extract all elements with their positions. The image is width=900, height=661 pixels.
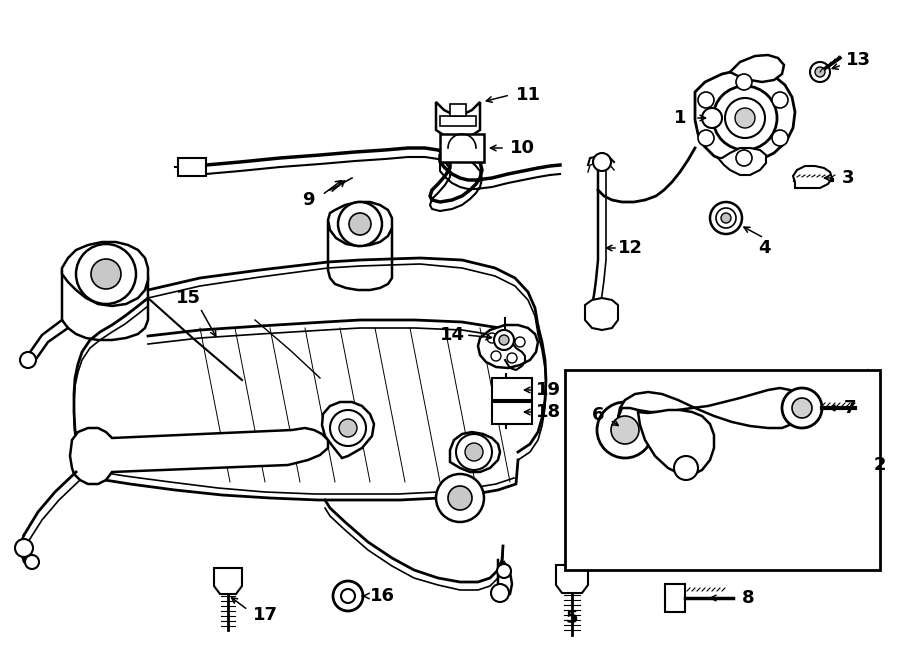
Circle shape — [487, 333, 497, 343]
Circle shape — [713, 86, 777, 150]
Circle shape — [735, 108, 755, 128]
Text: 8: 8 — [742, 589, 754, 607]
Circle shape — [698, 130, 714, 146]
Polygon shape — [62, 242, 148, 306]
Circle shape — [333, 581, 363, 611]
Polygon shape — [695, 70, 795, 163]
Circle shape — [494, 330, 514, 350]
Bar — [492, 402, 532, 424]
Text: 10: 10 — [509, 139, 535, 157]
Polygon shape — [478, 325, 538, 368]
Circle shape — [716, 208, 736, 228]
Polygon shape — [440, 134, 484, 162]
Bar — [565, 370, 880, 570]
Polygon shape — [436, 102, 480, 138]
Polygon shape — [322, 402, 374, 458]
Circle shape — [815, 67, 825, 77]
Circle shape — [810, 62, 830, 82]
Text: 5: 5 — [566, 609, 578, 627]
Circle shape — [721, 213, 731, 223]
Circle shape — [465, 443, 483, 461]
Circle shape — [338, 202, 382, 246]
Circle shape — [491, 584, 509, 602]
Circle shape — [674, 456, 698, 480]
Circle shape — [593, 153, 611, 171]
Circle shape — [611, 416, 639, 444]
Polygon shape — [585, 298, 618, 330]
Circle shape — [456, 434, 492, 470]
Polygon shape — [70, 428, 328, 484]
Circle shape — [710, 202, 742, 234]
Polygon shape — [730, 55, 784, 82]
Circle shape — [499, 335, 509, 345]
Circle shape — [515, 337, 525, 347]
Text: 11: 11 — [516, 86, 541, 104]
Circle shape — [91, 259, 121, 289]
Text: 2: 2 — [874, 456, 886, 474]
Circle shape — [736, 74, 752, 90]
Polygon shape — [214, 568, 242, 594]
Circle shape — [698, 92, 714, 108]
Circle shape — [597, 402, 653, 458]
Circle shape — [349, 213, 371, 235]
Circle shape — [725, 98, 765, 138]
Circle shape — [702, 108, 722, 128]
Circle shape — [76, 244, 136, 304]
Polygon shape — [328, 202, 392, 246]
Bar — [178, 158, 206, 176]
Polygon shape — [450, 432, 500, 472]
Text: 9: 9 — [302, 191, 314, 209]
Circle shape — [339, 419, 357, 437]
Circle shape — [507, 353, 517, 363]
Circle shape — [15, 539, 33, 557]
Polygon shape — [718, 148, 766, 175]
Text: 17: 17 — [253, 606, 277, 624]
Text: 15: 15 — [176, 289, 201, 307]
Circle shape — [772, 130, 788, 146]
Circle shape — [20, 352, 36, 368]
Text: 4: 4 — [758, 239, 770, 257]
Text: 12: 12 — [617, 239, 643, 257]
Text: 16: 16 — [370, 587, 394, 605]
Polygon shape — [793, 166, 832, 188]
Polygon shape — [638, 410, 714, 475]
Text: 13: 13 — [845, 51, 870, 69]
Text: 18: 18 — [536, 403, 561, 421]
Circle shape — [491, 351, 501, 361]
Circle shape — [736, 150, 752, 166]
Polygon shape — [556, 565, 588, 593]
Bar — [450, 104, 466, 116]
Polygon shape — [618, 388, 805, 428]
Text: 7: 7 — [844, 399, 856, 417]
Circle shape — [448, 486, 472, 510]
Bar — [492, 378, 532, 400]
Circle shape — [497, 564, 511, 578]
Circle shape — [341, 589, 355, 603]
Circle shape — [772, 92, 788, 108]
Text: 19: 19 — [536, 381, 561, 399]
Text: 3: 3 — [842, 169, 854, 187]
Circle shape — [330, 410, 366, 446]
Text: 1: 1 — [674, 109, 686, 127]
Text: 14: 14 — [439, 326, 464, 344]
Circle shape — [436, 474, 484, 522]
Circle shape — [782, 388, 822, 428]
Circle shape — [792, 398, 812, 418]
Polygon shape — [665, 584, 685, 612]
Bar — [440, 116, 476, 126]
Text: 6: 6 — [592, 406, 604, 424]
Circle shape — [25, 555, 39, 569]
